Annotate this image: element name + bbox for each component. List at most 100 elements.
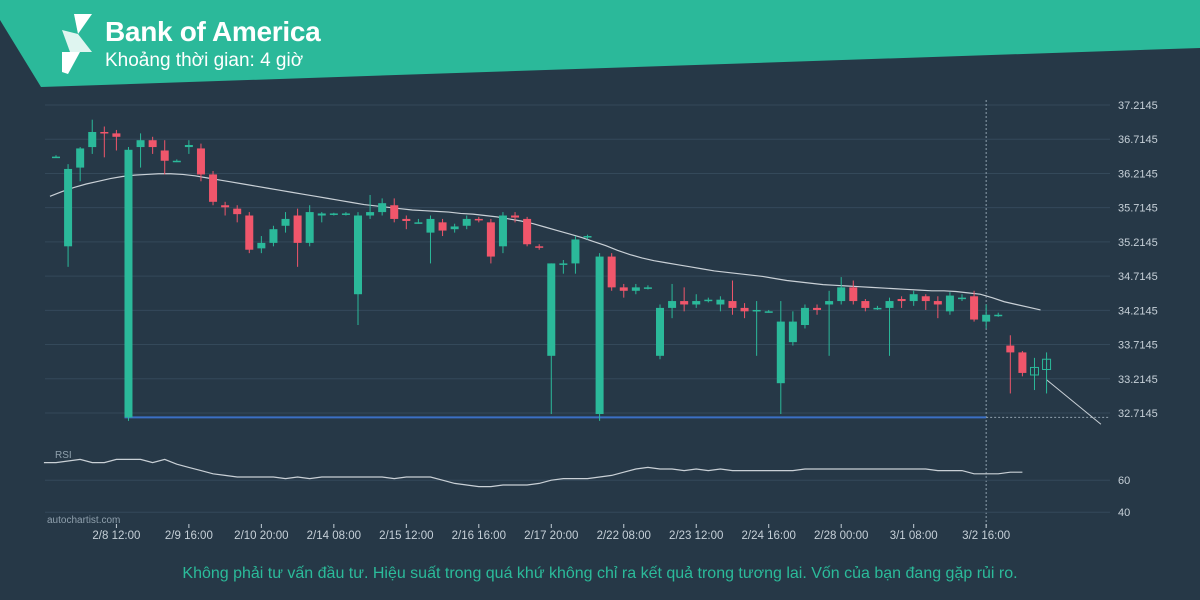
candle bbox=[523, 216, 532, 247]
time-tick-label: 2/9 16:00 bbox=[165, 530, 213, 542]
candle-body bbox=[571, 239, 580, 264]
price-tick-label: 33.7145 bbox=[1118, 340, 1158, 352]
candle bbox=[921, 294, 930, 310]
candle bbox=[583, 234, 592, 240]
candle-body bbox=[257, 242, 266, 249]
candle-body bbox=[426, 218, 435, 233]
candle bbox=[76, 147, 85, 182]
rsi-panel: 60 40 RSI bbox=[43, 450, 1130, 519]
candle bbox=[897, 296, 906, 308]
candle-body bbox=[1042, 358, 1052, 371]
candle bbox=[293, 208, 302, 267]
interval-subtitle: Khoảng thời gian: 4 giờ bbox=[105, 50, 304, 71]
time-tick-label: 2/8 12:00 bbox=[92, 530, 140, 542]
candle-body bbox=[825, 301, 834, 305]
rsi-label: RSI bbox=[55, 450, 72, 461]
candle-body bbox=[233, 208, 242, 215]
candle-body bbox=[994, 314, 1003, 317]
candle bbox=[535, 244, 544, 250]
candle bbox=[1029, 357, 1039, 391]
candle bbox=[245, 212, 254, 254]
candle bbox=[221, 201, 230, 216]
candle bbox=[571, 236, 580, 274]
support-level bbox=[124, 379, 1110, 425]
candle bbox=[124, 147, 133, 421]
candle bbox=[656, 304, 664, 360]
candle-body bbox=[88, 132, 97, 148]
candle-body bbox=[184, 145, 193, 148]
candle-body bbox=[728, 301, 737, 308]
candle bbox=[88, 119, 97, 154]
candle bbox=[269, 225, 278, 247]
candle-body bbox=[704, 299, 713, 302]
candle-body bbox=[873, 307, 882, 310]
candle-body bbox=[390, 205, 399, 219]
candle bbox=[426, 215, 435, 264]
time-tick-label: 2/15 12:00 bbox=[379, 530, 433, 542]
candle-body bbox=[631, 287, 640, 291]
candle-body bbox=[619, 287, 628, 291]
candle bbox=[776, 301, 785, 414]
candle-body bbox=[378, 203, 387, 213]
candle bbox=[414, 218, 423, 224]
candle-body bbox=[547, 263, 556, 356]
candle bbox=[511, 212, 520, 223]
candle bbox=[196, 143, 205, 182]
candle-body bbox=[813, 307, 822, 310]
price-tick-label: 34.7145 bbox=[1118, 271, 1158, 283]
candle-body bbox=[740, 307, 749, 312]
time-tick-label: 2/24 16:00 bbox=[742, 530, 796, 542]
candle bbox=[861, 299, 870, 312]
candle bbox=[209, 171, 218, 206]
rsi-line bbox=[43, 458, 1023, 488]
candle bbox=[728, 280, 737, 315]
time-tick-label: 2/10 20:00 bbox=[234, 530, 288, 542]
candle-body bbox=[897, 299, 906, 302]
candle bbox=[982, 304, 991, 329]
candle-body bbox=[837, 287, 846, 302]
price-axis: 37.2145 36.7145 36.2145 35.7145 35.2145 34.71… bbox=[1118, 100, 1158, 420]
candle bbox=[148, 136, 157, 154]
price-tick-label: 36.2145 bbox=[1118, 168, 1158, 180]
candle-body bbox=[535, 246, 544, 248]
candle-body bbox=[885, 301, 894, 308]
candle bbox=[112, 129, 121, 151]
candle bbox=[692, 294, 701, 308]
rsi-tick-label: 40 bbox=[1118, 507, 1130, 519]
candle bbox=[885, 297, 894, 356]
time-tick-label: 2/17 20:00 bbox=[524, 530, 578, 542]
candle-body bbox=[438, 222, 447, 231]
candle-body bbox=[764, 311, 773, 313]
candle-body bbox=[124, 149, 133, 418]
candle bbox=[462, 215, 471, 230]
candle-body bbox=[64, 168, 73, 247]
candle-body bbox=[776, 321, 785, 384]
candle-body bbox=[595, 256, 604, 414]
candle bbox=[933, 296, 942, 319]
candle-body bbox=[245, 215, 254, 250]
candle bbox=[643, 285, 652, 290]
time-tick-label: 2/23 12:00 bbox=[669, 530, 723, 542]
candle bbox=[825, 290, 834, 356]
candle-body bbox=[607, 256, 616, 288]
rsi-tick-label: 60 bbox=[1118, 475, 1130, 487]
candle-body bbox=[148, 140, 157, 148]
candle bbox=[559, 259, 568, 274]
candle bbox=[317, 212, 326, 223]
candle-body bbox=[668, 301, 677, 308]
candle bbox=[547, 263, 556, 414]
candle bbox=[233, 205, 242, 223]
candle bbox=[970, 290, 979, 322]
candle-body bbox=[474, 218, 483, 221]
candle-body bbox=[76, 148, 85, 168]
candle bbox=[595, 253, 604, 421]
candle bbox=[800, 304, 809, 329]
price-tick-label: 37.2145 bbox=[1118, 100, 1158, 112]
candle bbox=[716, 296, 725, 312]
candle-body bbox=[559, 263, 568, 265]
candle-body bbox=[196, 148, 205, 175]
candle-body bbox=[52, 156, 60, 159]
candle bbox=[607, 253, 616, 291]
candle bbox=[354, 212, 362, 326]
